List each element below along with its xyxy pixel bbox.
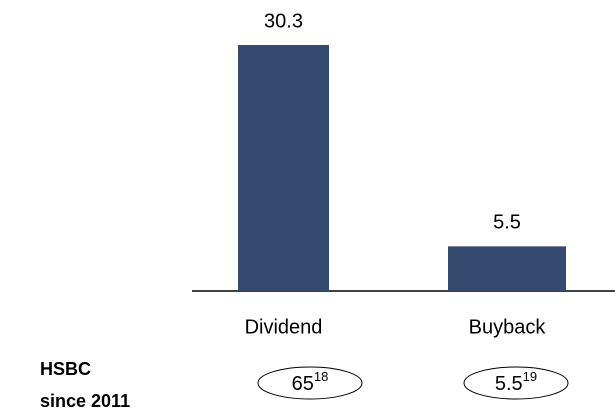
oval bbox=[463, 366, 569, 400]
row-label: HSBC bbox=[40, 359, 91, 379]
bar bbox=[238, 45, 329, 291]
data-label: 5.5 bbox=[493, 212, 521, 234]
row-value: 5.519 bbox=[495, 369, 537, 395]
x-tick-label: Dividend bbox=[245, 316, 323, 338]
row-value-text: 5.5 bbox=[495, 373, 523, 395]
data-label: 30.3 bbox=[264, 10, 303, 32]
row-value-ref: 19 bbox=[523, 369, 537, 384]
row-value-ref: 18 bbox=[314, 369, 328, 384]
row-label: since 2011 bbox=[40, 391, 130, 411]
oval bbox=[257, 366, 363, 400]
bar bbox=[448, 246, 566, 291]
row-value: 6518 bbox=[292, 369, 329, 395]
row-value-text: 65 bbox=[292, 373, 314, 395]
x-tick-label: Buyback bbox=[469, 316, 547, 338]
